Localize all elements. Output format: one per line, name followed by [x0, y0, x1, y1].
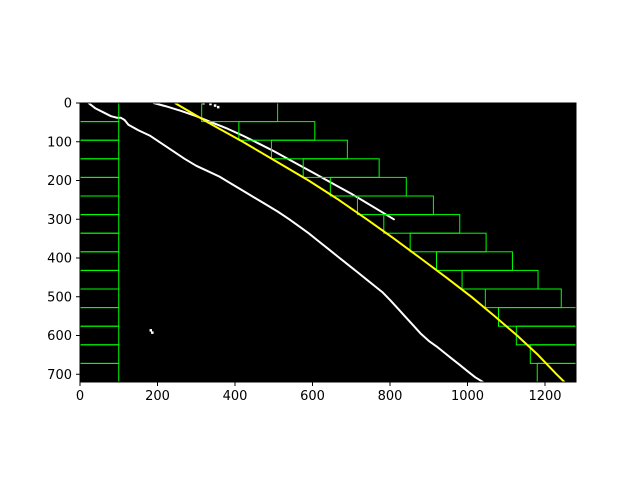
noise-pixel — [209, 102, 212, 106]
image-area — [80, 103, 576, 382]
y-tick-label: 700 — [47, 368, 72, 383]
y-tick-label: 0 — [64, 97, 72, 112]
polynomial-fit-line — [174, 102, 566, 383]
y-tick-label: 500 — [47, 290, 72, 305]
y-tick-label: 400 — [47, 252, 72, 267]
y-tick-label: 600 — [47, 329, 72, 344]
y-tick-label: 300 — [47, 213, 72, 228]
image-frame — [79, 102, 577, 383]
x-tick-label: 1000 — [451, 389, 484, 404]
x-tick-label: 800 — [378, 389, 403, 404]
left-lane-line — [87, 102, 484, 383]
x-tick-label: 200 — [145, 389, 170, 404]
x-tick-label: 600 — [300, 389, 325, 404]
x-tick-label: 400 — [223, 389, 248, 404]
y-tick-label: 100 — [47, 135, 72, 150]
noise-pixel — [213, 104, 217, 107]
noise-pixel — [149, 329, 153, 332]
fit-line-layer — [174, 102, 566, 383]
noise-pixel — [151, 331, 154, 334]
x-tick-label: 1200 — [528, 389, 561, 404]
x-axis: 0 200 400 600 800 1000 1200 — [76, 382, 562, 404]
noise-pixel — [216, 105, 220, 109]
y-tick-label: 200 — [47, 174, 72, 189]
right-lane-line — [152, 102, 395, 221]
y-axis: 0 100 200 300 400 500 600 700 — [47, 97, 80, 383]
x-tick-label: 0 — [76, 389, 84, 404]
